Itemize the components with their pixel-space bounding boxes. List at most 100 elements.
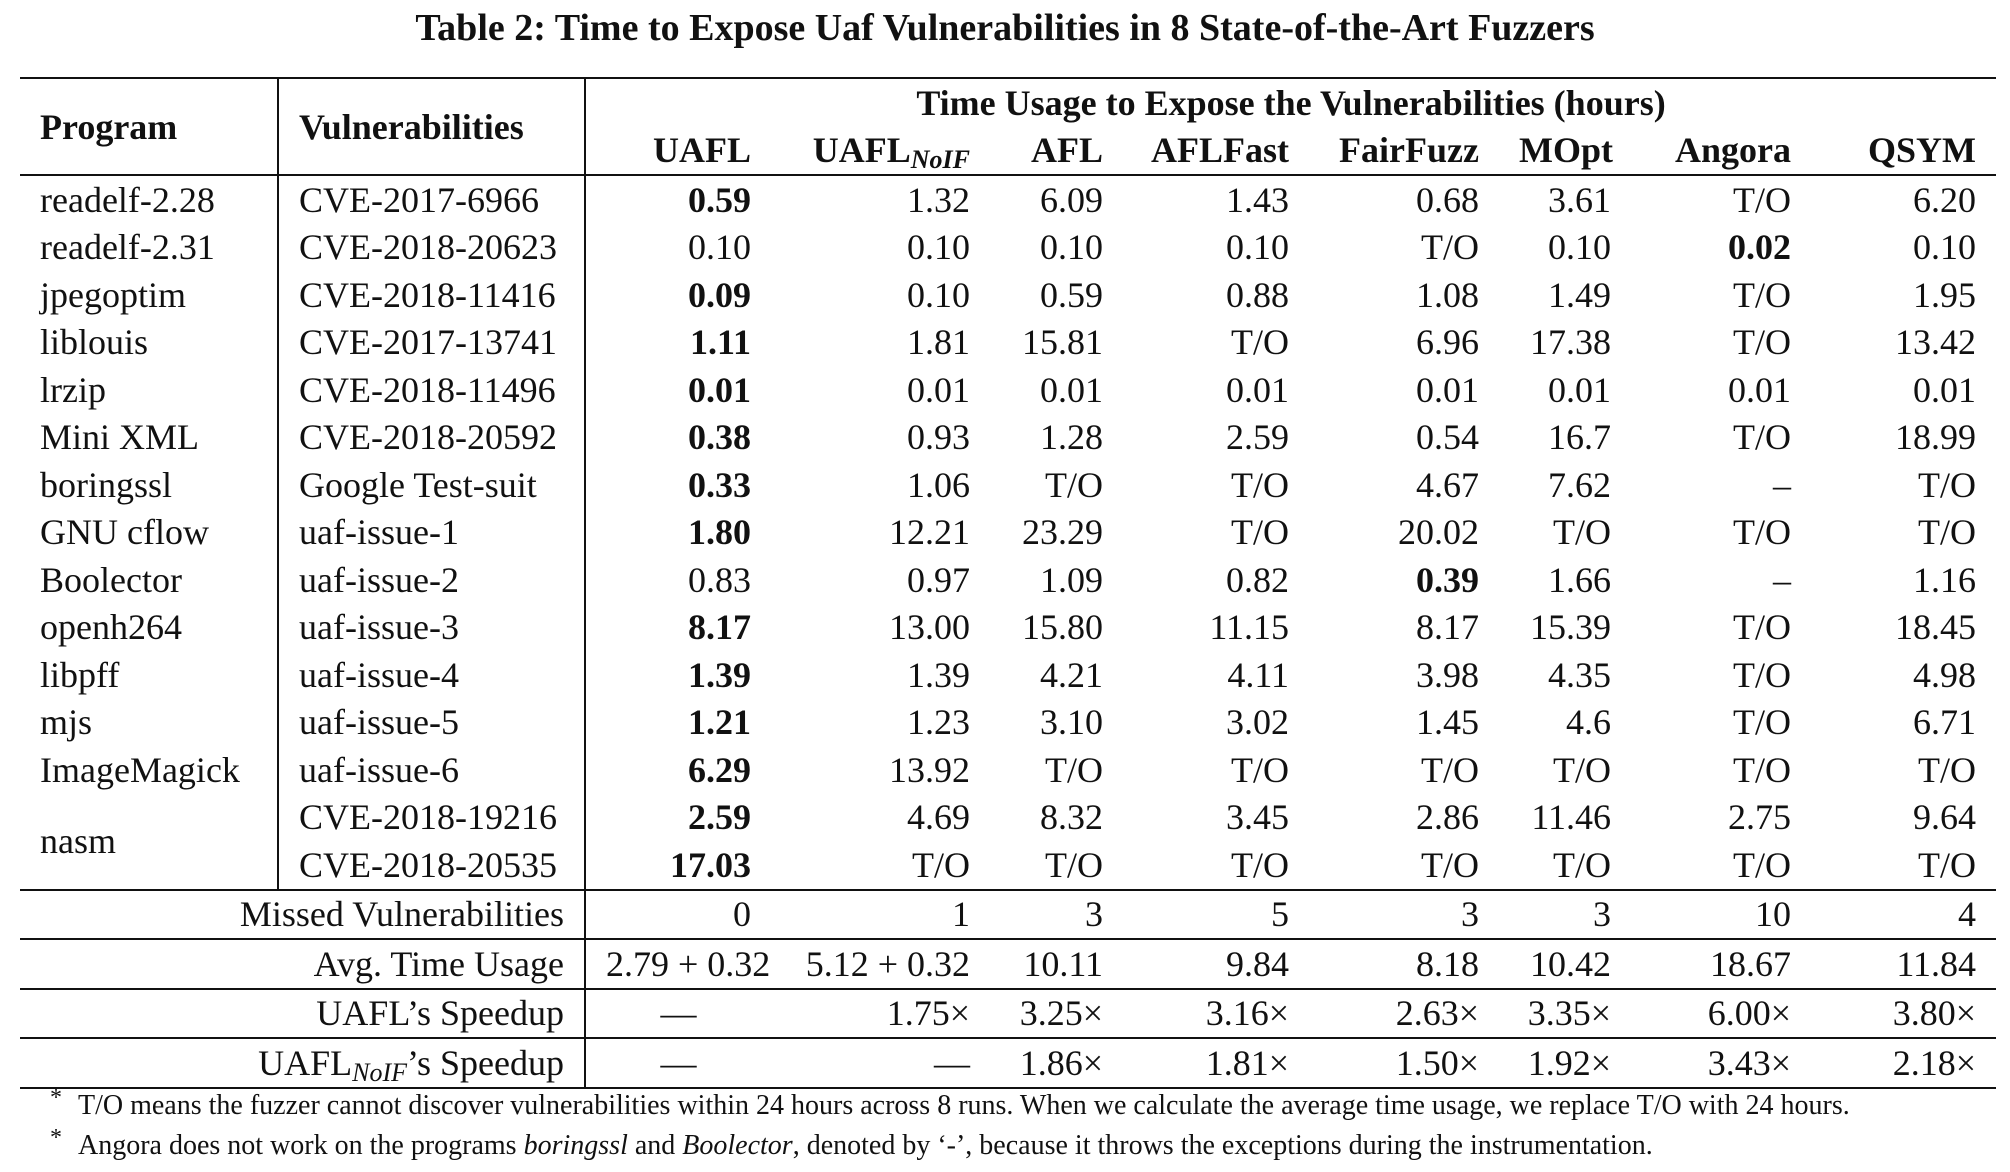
footnote-marker: * <box>50 1085 62 1111</box>
program-cell: Mini XML <box>20 413 279 461</box>
footnote-2-italic: Boolector <box>682 1130 793 1161</box>
time-cell: 1.43 <box>1123 174 1309 224</box>
time-cell: 1.95 <box>1913 274 1976 315</box>
time-cell: T/O <box>1733 417 1791 458</box>
time-cell: 0.01 <box>1226 369 1289 410</box>
vulnerability-cell: uaf-issue-4 <box>278 651 586 699</box>
time-cell: 0.88 <box>1226 274 1289 315</box>
program-cell: readelf-2.28 <box>20 174 279 224</box>
summary-cell: 3.25× <box>990 987 1123 1038</box>
time-cell: 0.93 <box>907 417 970 458</box>
time-cell: T/O <box>1421 749 1479 790</box>
time-cell: 1.32 <box>771 174 990 224</box>
summary-label: UAFL’s Speedup <box>20 987 586 1038</box>
summary-cell: 9.84 <box>1123 938 1309 989</box>
time-cell: 16.7 <box>1548 417 1611 458</box>
results-table: Program Vulnerabilities Time Usage to Ex… <box>20 77 1996 1089</box>
vulnerability-cell: CVE-2018-11416 <box>278 271 586 319</box>
time-cell: 4.6 <box>1566 702 1611 743</box>
vulnerability-cell: CVE-2017-13741 <box>278 318 586 366</box>
program-cell: lrzip <box>20 366 279 414</box>
time-cell: T/O <box>1733 322 1791 363</box>
program-cell: mjs <box>20 698 279 746</box>
time-cell: 13.92 <box>889 749 970 790</box>
time-cell: 3.61 <box>1499 174 1631 224</box>
time-cell: 13.00 <box>889 607 970 648</box>
time-cell: 0.33 <box>688 464 751 505</box>
summary-cell: 3.43× <box>1631 1037 1811 1089</box>
summary-cell: 10 <box>1631 888 1811 939</box>
table-row: liblouis CVE-2017-13741 1.11 1.81 15.81 T/O 6.… <box>20 318 1996 366</box>
summary-cell: 0 <box>585 888 771 939</box>
time-cell: 1.45 <box>1416 702 1479 743</box>
time-cell: 9.64 <box>1913 797 1976 838</box>
time-cell: 0.01 <box>1040 369 1103 410</box>
time-cell: 2.59 <box>1226 417 1289 458</box>
time-cell: 3.02 <box>1226 702 1289 743</box>
time-cell: 1.16 <box>1913 559 1976 600</box>
summary-cell: — <box>585 987 771 1038</box>
table-row: nasm CVE-2018-19216 2.59 4.69 8.32 3.45 2.86 11… <box>20 793 1996 890</box>
summary-cell: 3.35× <box>1499 987 1631 1038</box>
summary-label: Avg. Time Usage <box>20 938 586 989</box>
program-cell: nasm <box>20 793 279 890</box>
footnote-2-italic: boringssl <box>523 1130 628 1161</box>
time-cell: T/O <box>1631 174 1811 224</box>
time-cell: 1.81 <box>907 322 970 363</box>
summary-cell: 3 <box>1309 888 1499 939</box>
time-cell: 6.09 <box>990 174 1123 224</box>
time-cell: T/O <box>1123 841 1309 891</box>
time-cell: 8.17 <box>1416 607 1479 648</box>
header-uafl-noif: UAFLNoIF <box>771 126 990 176</box>
time-cell: 0.02 <box>1728 227 1791 268</box>
time-cell: 0.10 <box>1913 227 1976 268</box>
time-cell: 0.01 <box>1728 369 1791 410</box>
time-cell: 0.01 <box>907 369 970 410</box>
time-cell: 8.17 <box>688 607 751 648</box>
time-cell: T/O <box>1231 464 1289 505</box>
table-row: jpegoptim CVE-2018-11416 0.09 0.10 0.59 0.88 1… <box>20 271 1996 319</box>
vulnerability-cell: CVE-2017-6966 <box>278 174 586 224</box>
summary-cell: 8.18 <box>1309 938 1499 989</box>
header-angora: Angora <box>1631 126 1811 176</box>
header-mopt: MOpt <box>1499 126 1631 176</box>
time-cell: 11.15 <box>1209 607 1289 648</box>
time-cell: T/O <box>1499 841 1631 891</box>
time-cell: T/O <box>1309 841 1499 891</box>
time-cell: 6.20 <box>1811 174 1996 224</box>
summary-cell: 3.80× <box>1811 987 1996 1038</box>
time-cell: 3.45 <box>1226 797 1289 838</box>
time-cell: 0.10 <box>1548 227 1611 268</box>
table-row: mjs uaf-issue-5 1.21 1.23 3.10 3.02 1.45 4.6 T/O… <box>20 698 1996 746</box>
time-cell: 18.45 <box>1895 607 1976 648</box>
time-cell: 4.98 <box>1913 654 1976 695</box>
footnote-marker: * <box>50 1125 62 1151</box>
vulnerability-cell: Google Test-suit <box>278 461 586 509</box>
header-fairfuzz: FairFuzz <box>1309 126 1499 176</box>
footnote-2-text: Angora does not work on the programs <box>78 1130 524 1161</box>
summary-cell: 3.16× <box>1123 987 1309 1038</box>
time-cell: 0.01 <box>1548 369 1611 410</box>
vulnerability-cell: uaf-issue-3 <box>278 603 586 651</box>
vulnerability-cell: CVE-2018-19216 <box>278 793 586 841</box>
time-cell: 1.08 <box>1416 274 1479 315</box>
time-cell: T/O <box>771 841 990 891</box>
time-cell: 17.03 <box>585 841 771 891</box>
time-cell: 1.11 <box>689 322 751 363</box>
time-cell: 0.83 <box>688 559 751 600</box>
summary-cell: 18.67 <box>1631 938 1811 989</box>
summary-cell: 10.42 <box>1499 938 1631 989</box>
time-cell: 6.71 <box>1913 702 1976 743</box>
summary-cell: 5 <box>1123 888 1309 939</box>
program-cell: Boolector <box>20 556 279 604</box>
header-aflfast: AFLFast <box>1123 126 1309 176</box>
time-cell: T/O <box>1918 749 1976 790</box>
vulnerability-cell: uaf-issue-1 <box>278 508 586 556</box>
table-summary: Missed Vulnerabilities 0 1 3 5 3 3 10 4 Avg. Time… <box>20 888 1996 1089</box>
vulnerability-cell: uaf-issue-6 <box>278 746 586 794</box>
footnotes: * T/O means the fuzzer cannot discover v… <box>50 1085 2000 1166</box>
time-cell: 1.06 <box>907 464 970 505</box>
program-cell: ImageMagick <box>20 746 279 794</box>
summary-row: UAFL’s Speedup —1.75× 3.25× 3.16× 2.63× 3.35×… <box>20 987 1996 1038</box>
vulnerability-cell: uaf-issue-2 <box>278 556 586 604</box>
